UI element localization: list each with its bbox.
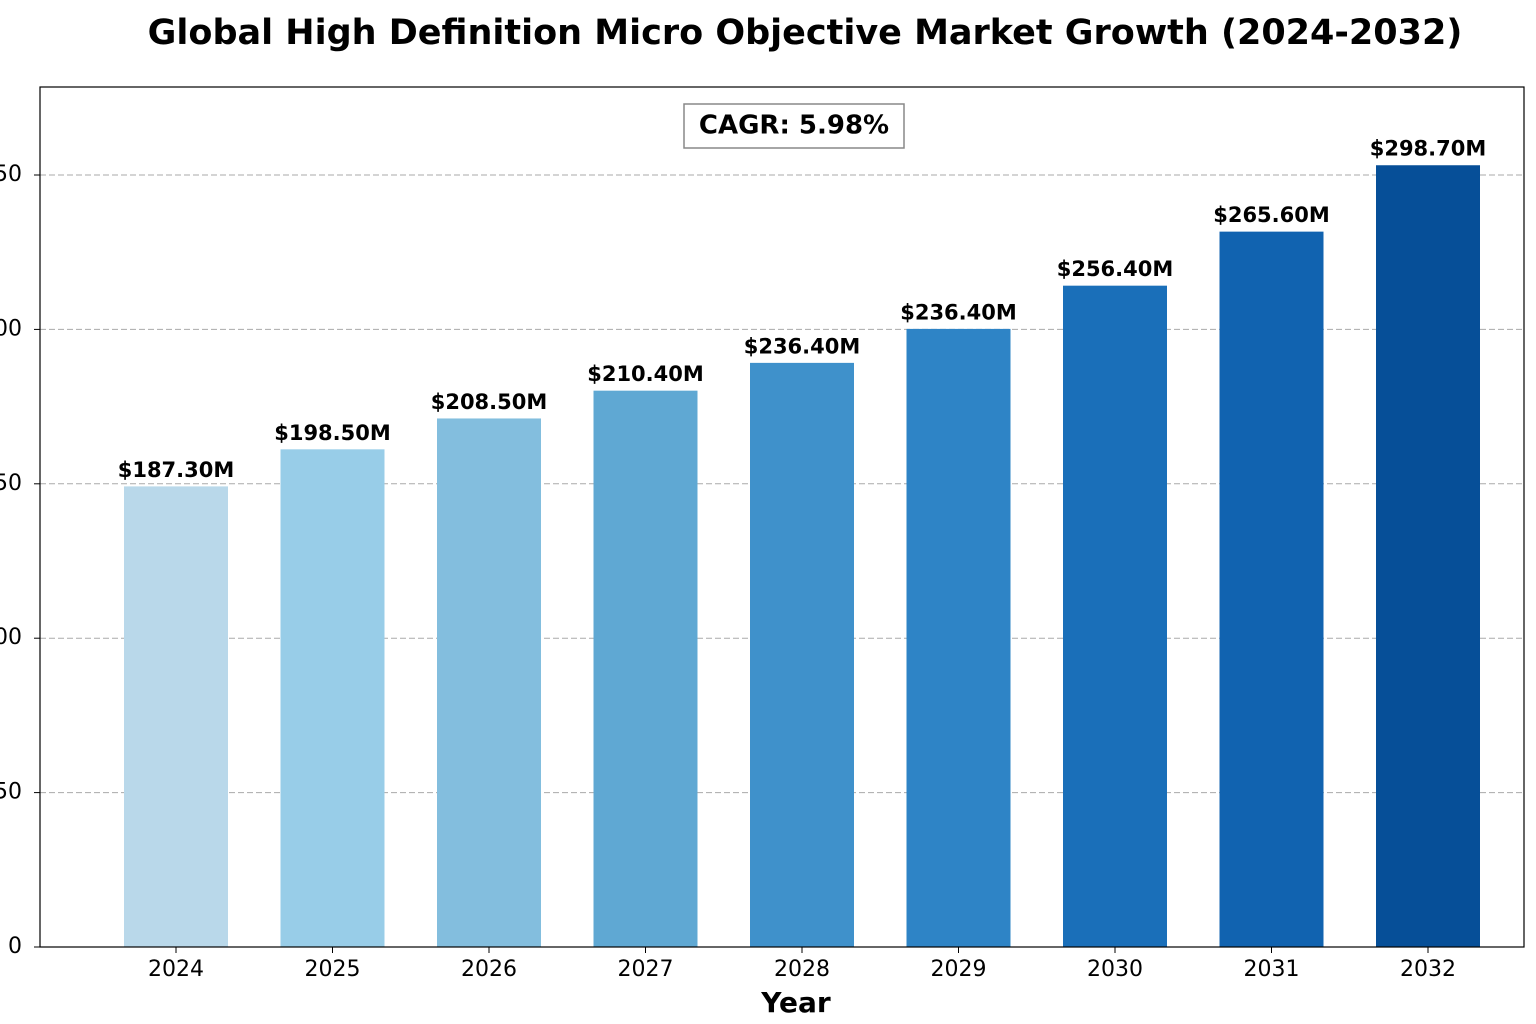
plot-frame: [39, 86, 1525, 948]
bar-annotation: $256.40M: [1057, 257, 1174, 281]
bar-annotation: $265.60M: [1213, 203, 1330, 227]
bar: [1063, 285, 1167, 948]
y-tick-label: 50: [0, 780, 22, 805]
bar: [750, 362, 854, 948]
bar-annotation: $210.40M: [587, 362, 704, 386]
x-tick-label: 2030: [1087, 957, 1143, 982]
bar: [593, 390, 698, 948]
chart-title: Global High Definition Micro Objective M…: [148, 13, 1463, 53]
bar-annotation: $236.40M: [744, 334, 861, 358]
bar-annotation: $208.50M: [431, 390, 548, 414]
y-tick-label: 0: [8, 934, 22, 959]
x-tick-label: 2032: [1400, 957, 1456, 982]
x-tick-label: 2029: [931, 957, 987, 982]
annotation: CAGR: 5.98%: [699, 111, 889, 141]
x-axis-label: Year: [760, 986, 831, 1019]
y-tick-label: 200: [0, 316, 22, 341]
x-tick-label: 2031: [1244, 957, 1300, 982]
y-tick-label: 100: [0, 625, 22, 650]
bar-annotation: $198.50M: [274, 421, 391, 445]
x-tick-label: 2024: [148, 957, 204, 982]
bar-annotation: $298.70M: [1370, 137, 1487, 161]
bar: [124, 486, 228, 948]
bar: [1376, 165, 1480, 948]
x-tick-label: 2026: [461, 957, 517, 982]
x-tick-label: 2025: [305, 957, 361, 982]
y-tick-label: 150: [0, 471, 22, 496]
x-tick-label: 2028: [774, 957, 830, 982]
annotation-box: [683, 103, 905, 149]
bar: [280, 449, 385, 948]
x-tick-label: 2027: [618, 957, 674, 982]
bar: [1219, 231, 1324, 948]
bar: [906, 328, 1011, 948]
bar-annotation: $236.40M: [900, 300, 1017, 324]
y-tick-label: 250: [0, 162, 22, 187]
bar: [437, 418, 541, 948]
bar-annotation: $187.30M: [118, 458, 235, 482]
